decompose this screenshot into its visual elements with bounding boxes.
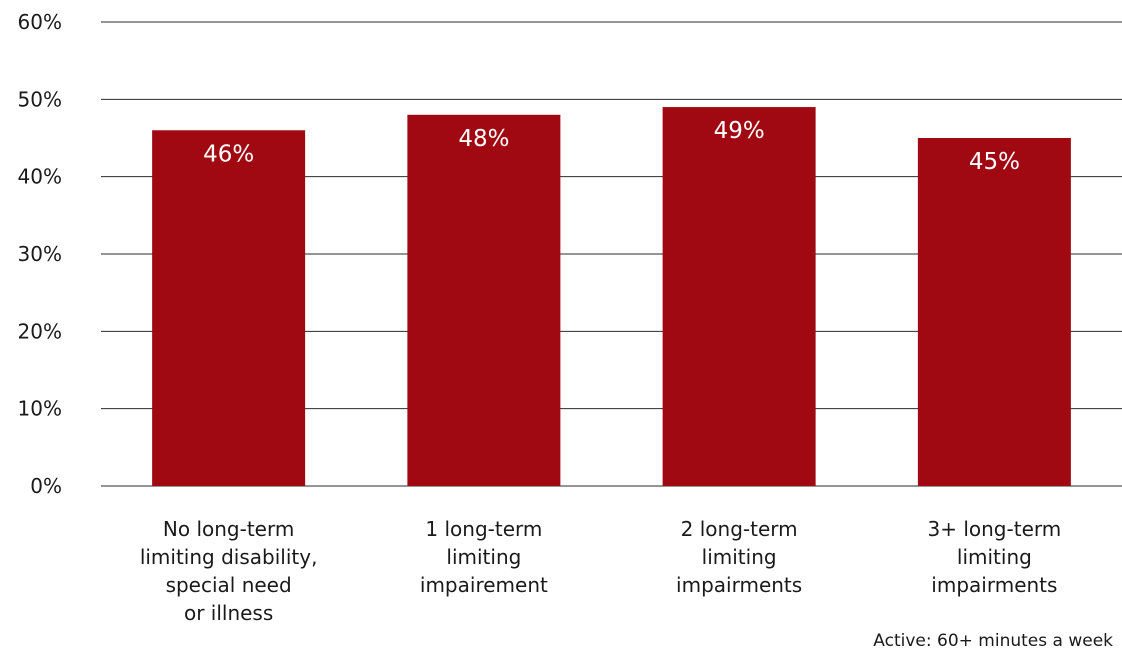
data-label: 49% [714, 118, 765, 144]
x-category-label: No long-term limiting disability, special … [140, 517, 318, 625]
data-label: 45% [969, 149, 1020, 175]
x-category-label: 3+ long-term limiting impairments [928, 517, 1062, 597]
x-category-label: 1 long-term limiting impairement [420, 517, 548, 597]
y-tick-label: 30% [18, 242, 62, 266]
y-tick-label: 10% [18, 397, 62, 421]
y-tick-label: 40% [18, 165, 62, 189]
y-tick-label: 50% [18, 87, 62, 111]
bar [152, 130, 306, 486]
data-label: 48% [458, 126, 509, 152]
x-axis: No long-term limiting disability, special … [140, 517, 1061, 625]
y-tick-label: 20% [18, 319, 62, 343]
bar [662, 107, 816, 487]
y-tick-label: 60% [18, 10, 62, 34]
data-label: 46% [203, 141, 254, 167]
bar [407, 114, 561, 487]
bar [917, 138, 1071, 486]
x-category-label: 2 long-term limiting impairments [676, 517, 802, 597]
y-axis: 0% 10% 20% 30% 40% 50% 60% [18, 10, 62, 498]
footnote: Active: 60+ minutes a week [873, 631, 1113, 651]
bars: 46% 48% 49% 45% [152, 107, 1071, 487]
y-tick-label: 0% [30, 474, 62, 498]
